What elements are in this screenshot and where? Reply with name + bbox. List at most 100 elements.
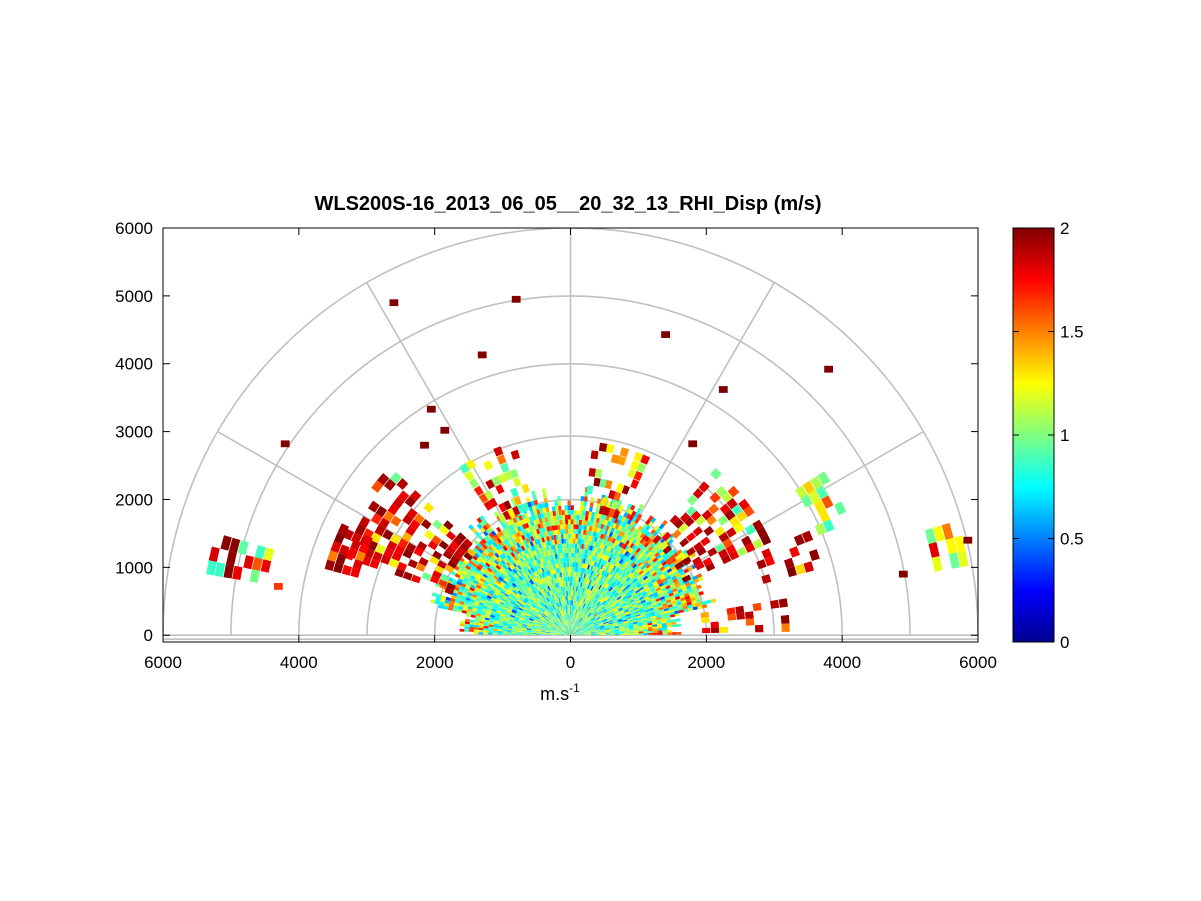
core-cell — [548, 521, 552, 527]
core-cell — [610, 630, 615, 633]
core-cell — [589, 608, 594, 613]
core-cell — [460, 583, 467, 588]
core-cell — [517, 598, 523, 603]
core-cell — [588, 584, 592, 590]
core-cell — [529, 599, 534, 604]
edge-cell — [432, 570, 442, 579]
isolated-cell — [274, 583, 283, 590]
chart-title: WLS200S-16_2013_06_05__20_32_13_RHI_Disp… — [314, 193, 821, 215]
core-cell — [558, 534, 562, 540]
core-cell — [510, 563, 516, 569]
core-cell — [567, 500, 571, 506]
core-cell — [500, 599, 506, 604]
core-cell — [476, 611, 482, 615]
core-cell — [695, 598, 702, 604]
core-cell — [623, 607, 629, 612]
core-cell — [582, 563, 585, 569]
core-cell — [475, 575, 482, 580]
core-cell — [524, 571, 529, 577]
core-cell — [560, 534, 564, 539]
core-cell — [552, 574, 555, 579]
core-cell — [672, 602, 678, 607]
core-cell — [645, 579, 651, 584]
core-cell — [537, 523, 542, 529]
core-cell — [550, 629, 556, 631]
core-cell — [564, 634, 569, 635]
core-cell — [509, 558, 515, 564]
core-cell — [545, 551, 549, 557]
core-cell — [566, 614, 568, 620]
core-cell — [555, 630, 560, 633]
core-cell — [552, 599, 556, 604]
core-cell — [570, 619, 572, 624]
core-cell — [506, 537, 512, 543]
core-cell — [598, 610, 603, 615]
core-cell — [516, 633, 522, 635]
core-cell — [623, 623, 629, 626]
core-cell — [577, 562, 580, 568]
edge-cell — [731, 504, 743, 516]
core-cell — [586, 539, 590, 545]
core-cell — [535, 606, 540, 611]
core-cell — [603, 621, 609, 625]
core-cell — [560, 629, 566, 632]
core-cell — [582, 592, 585, 598]
core-cell — [648, 583, 654, 588]
core-cell — [581, 577, 584, 583]
core-cell — [518, 530, 524, 536]
core-cell — [503, 623, 508, 626]
edge-cell — [497, 473, 507, 484]
core-cell — [564, 605, 567, 611]
core-cell — [524, 560, 529, 566]
core-cell — [485, 528, 491, 535]
core-cell — [536, 624, 542, 627]
core-cell — [581, 630, 586, 632]
core-cell — [475, 558, 482, 564]
core-cell — [627, 535, 633, 542]
core-cell — [682, 589, 689, 595]
core-cell — [483, 580, 490, 585]
core-cell — [487, 567, 493, 573]
core-cell — [542, 493, 547, 499]
core-cell — [584, 520, 588, 526]
core-cell — [582, 620, 586, 625]
core-cell — [562, 601, 564, 606]
core-cell — [676, 601, 682, 606]
core-cell — [514, 587, 520, 592]
core-cell — [521, 556, 526, 562]
core-cell — [517, 583, 523, 588]
core-cell — [671, 624, 677, 628]
core-cell — [482, 544, 488, 550]
core-cell — [545, 634, 550, 635]
core-cell — [530, 632, 536, 634]
core-cell — [541, 626, 547, 629]
core-cell — [580, 602, 584, 607]
core-cell — [583, 603, 587, 609]
core-cell — [616, 562, 621, 568]
core-cell — [534, 524, 539, 530]
core-cell — [591, 576, 595, 581]
core-cell — [574, 620, 576, 625]
core-cell — [573, 625, 577, 630]
core-cell — [572, 632, 577, 635]
core-cell — [552, 510, 556, 516]
core-cell — [516, 526, 522, 532]
core-cell — [542, 622, 548, 626]
core-cell — [605, 515, 610, 521]
core-cell — [507, 566, 513, 572]
core-cell — [590, 585, 594, 591]
core-cell — [586, 594, 590, 600]
core-cell — [601, 616, 606, 620]
edge-cell — [760, 534, 772, 546]
core-cell — [550, 619, 555, 623]
core-cell — [638, 624, 643, 627]
core-cell — [580, 619, 584, 624]
core-cell — [595, 567, 599, 573]
core-cell — [591, 597, 596, 603]
core-cell — [526, 582, 531, 587]
core-cell — [518, 563, 524, 569]
core-cell — [610, 589, 616, 594]
core-cell — [619, 611, 625, 615]
edge-cell — [726, 497, 738, 510]
core-cell — [581, 613, 585, 618]
